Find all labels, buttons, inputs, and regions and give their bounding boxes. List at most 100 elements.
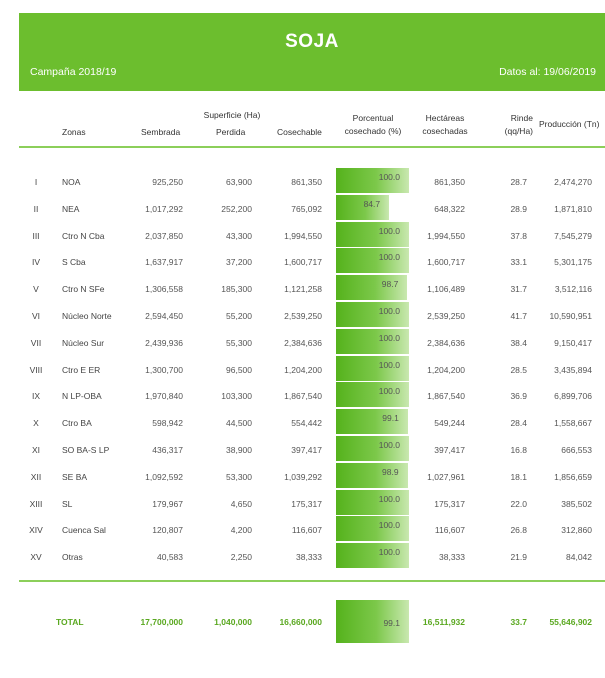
porcentual-bar: 100.0 — [336, 489, 409, 515]
porcentual-bar: 100.0 — [336, 543, 409, 569]
cell-hectareas: 1,204,200 — [427, 364, 465, 375]
table-row: IX N LP-OBA 1,970,840 103,300 1,867,540 1,867… — [0, 382, 605, 409]
cell-zone-number: I — [34, 177, 38, 187]
porcentual-bar: 100.0 — [336, 248, 409, 274]
cell-sembrada: 1,017,292 — [145, 203, 183, 214]
cell-porcentual: 100.0 — [378, 520, 400, 531]
cell-sembrada: 1,637,917 — [145, 257, 183, 268]
cell-produccion: 7,545,279 — [554, 230, 592, 241]
porcentual-bar: 98.7 — [336, 275, 408, 301]
cell-rinde: 28.4 — [510, 418, 527, 429]
cell-perdida: 4,650 — [230, 498, 252, 509]
cell-rinde: 41.7 — [510, 311, 527, 321]
porcentual-bar: 100.0 — [336, 221, 409, 247]
porcentual-bar: 84.7 — [336, 194, 390, 220]
total-porcentual-bar: 99.1 — [336, 600, 409, 643]
cell-rinde: 16.8 — [510, 445, 527, 455]
cell-cosechable: 1,039,292 — [284, 471, 322, 482]
cell-zone-number: VII — [30, 337, 42, 348]
col-header-superficie: Superficie (Ha) — [203, 110, 261, 120]
col-header-rinde-line1: Rinde — [510, 113, 533, 123]
cell-zona: Ctro N SFe — [62, 284, 105, 295]
col-header-porcentual-line2: cosechado (%) — [344, 126, 402, 136]
col-header-hectareas-line1: Hectáreas — [425, 113, 465, 123]
col-header-produccion: Producción (Tn) — [539, 119, 600, 129]
cell-perdida: 103,300 — [221, 391, 252, 402]
cell-zona: Ctro BA — [62, 418, 92, 429]
col-header-rinde-line2: (qq/Ha) — [504, 126, 533, 136]
cell-cosechable: 1,867,540 — [284, 391, 322, 402]
cell-hectareas: 1,867,540 — [427, 391, 465, 402]
cell-sembrada: 2,037,850 — [145, 230, 183, 241]
cell-perdida: 37,200 — [226, 257, 252, 268]
cell-zone-number: XII — [30, 471, 42, 482]
porcentual-bar: 99.1 — [336, 409, 408, 435]
cell-sembrada: 2,594,450 — [145, 311, 183, 321]
table-row: XIV Cuenca Sal 120,807 4,200 116,607 116,607 2… — [0, 516, 605, 543]
cell-porcentual: 100.0 — [378, 252, 400, 263]
cell-hectareas: 397,417 — [434, 445, 465, 455]
table-row: II NEA 1,017,292 252,200 765,092 648,322 28.9 1… — [0, 194, 605, 222]
cell-rinde: 31.7 — [510, 284, 527, 295]
cell-cosechable: 116,607 — [291, 525, 322, 536]
cell-zona: Núcleo Sur — [62, 337, 105, 348]
cell-zone-number: XV — [30, 552, 42, 563]
table-row: XII SE BA 1,092,592 53,300 1,039,292 1,027,96… — [0, 462, 605, 490]
cell-sembrada: 40,583 — [157, 552, 183, 563]
porcentual-bar: 98.9 — [336, 462, 408, 488]
cell-produccion: 3,512,116 — [554, 284, 592, 295]
cell-zona: Cuenca Sal — [62, 525, 106, 536]
cell-perdida: 55,300 — [226, 337, 252, 348]
total-cosechable: 16,660,000 — [279, 617, 322, 627]
table-row: V Ctro N SFe 1,306,558 185,300 1,121,258 1,10… — [0, 275, 605, 302]
cell-produccion: 1,871,810 — [554, 203, 592, 214]
total-label: TOTAL — [56, 617, 84, 627]
cell-rinde: 33.1 — [510, 257, 527, 268]
cell-cosechable: 1,994,550 — [284, 230, 322, 241]
cell-perdida: 38,900 — [226, 445, 252, 455]
cell-produccion: 1,558,667 — [554, 418, 592, 429]
cell-rinde: 21.9 — [510, 552, 527, 563]
cell-produccion: 6,899,706 — [554, 391, 592, 402]
cell-rinde: 28.7 — [510, 177, 527, 187]
col-header-rinde: Rinde (qq/Ha) — [495, 112, 533, 138]
porcentual-bar: 100.0 — [336, 302, 409, 327]
cell-hectareas: 2,384,636 — [427, 337, 465, 348]
col-header-zonas: Zonas — [62, 127, 86, 137]
cell-zona: SO BA-S LP — [62, 445, 110, 455]
cell-zone-number: XIII — [29, 498, 43, 509]
cell-zone-number: XIV — [29, 525, 43, 536]
campaign-label: Campaña 2018/19 — [30, 66, 117, 78]
cell-sembrada: 925,250 — [152, 177, 183, 187]
cell-porcentual: 100.0 — [378, 306, 400, 316]
cell-zona: Otras — [62, 552, 83, 563]
cell-hectareas: 1,106,489 — [427, 284, 465, 295]
cell-zone-number: VIII — [29, 364, 43, 375]
col-header-cosechable: Cosechable — [277, 127, 322, 137]
cell-sembrada: 120,807 — [152, 525, 183, 536]
porcentual-bar: 100.0 — [336, 436, 409, 461]
cell-produccion: 5,301,175 — [554, 257, 592, 268]
cell-zone-number: IX — [31, 391, 41, 402]
porcentual-bar: 100.0 — [336, 516, 409, 542]
cell-perdida: 43,300 — [226, 230, 252, 241]
porcentual-bar: 100.0 — [336, 382, 409, 408]
cell-sembrada: 179,967 — [152, 498, 183, 509]
cell-sembrada: 1,300,700 — [145, 364, 183, 375]
cell-porcentual: 100.0 — [378, 359, 400, 370]
porcentual-bar: 100.0 — [336, 355, 409, 381]
cell-zona: N LP-OBA — [62, 391, 102, 402]
total-rinde: 33.7 — [510, 617, 527, 627]
cell-zona: SE BA — [62, 471, 88, 482]
cell-sembrada: 1,092,592 — [145, 471, 183, 482]
table-row: X Ctro BA 598,942 44,500 554,442 549,244 28.4 1… — [0, 409, 605, 436]
cell-hectareas: 2,539,250 — [427, 311, 465, 321]
col-header-hectareas-line2: cosechadas — [422, 126, 468, 136]
table-row: VII Núcleo Sur 2,439,936 55,300 2,384,636 2,3… — [0, 328, 605, 356]
porcentual-bar: 100.0 — [336, 328, 409, 354]
cell-cosechable: 1,204,200 — [284, 364, 322, 375]
table-row: XI SO BA-S LP 436,317 38,900 397,417 397,417 1… — [0, 436, 605, 463]
data-date-label: Datos al: 19/06/2019 — [499, 66, 596, 78]
cell-porcentual: 99.1 — [382, 413, 399, 424]
cell-cosechable: 861,350 — [291, 177, 322, 187]
